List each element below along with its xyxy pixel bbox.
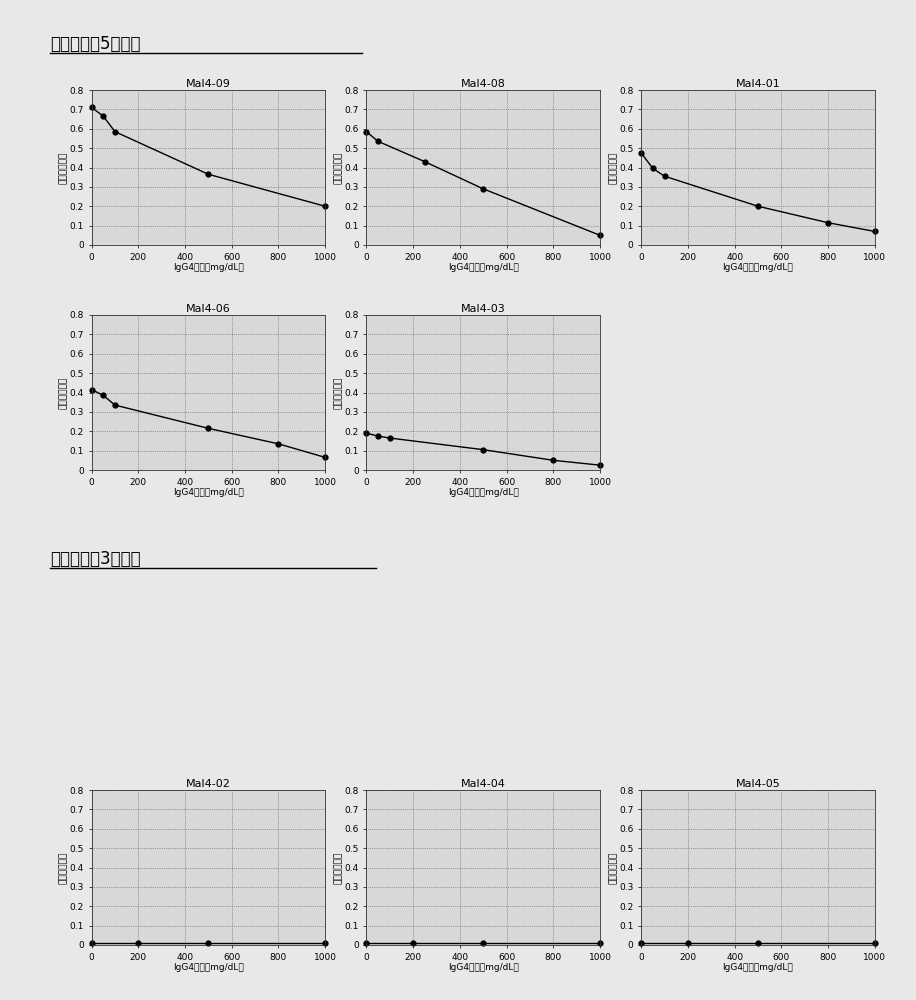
Title: Mal4-01: Mal4-01 <box>736 79 780 89</box>
Y-axis label: 吸光度变化量: 吸光度变化量 <box>609 851 617 884</box>
Text: 无适应性（3克隆）: 无适应性（3克隆） <box>50 550 141 568</box>
Y-axis label: 吸光度变化量: 吸光度变化量 <box>334 851 343 884</box>
Title: Mal4-06: Mal4-06 <box>186 304 231 314</box>
X-axis label: IgG4浓度（mg/dL）: IgG4浓度（mg/dL） <box>173 488 244 497</box>
Title: Mal4-08: Mal4-08 <box>461 79 506 89</box>
Title: Mal4-03: Mal4-03 <box>461 304 506 314</box>
Text: 有适应性（5克隆）: 有适应性（5克隆） <box>50 35 141 53</box>
Y-axis label: 吸光度变化量: 吸光度变化量 <box>334 376 343 409</box>
Title: Mal4-02: Mal4-02 <box>186 779 231 789</box>
X-axis label: IgG4浓度（mg/dL）: IgG4浓度（mg/dL） <box>448 963 518 972</box>
X-axis label: IgG4浓度（mg/dL）: IgG4浓度（mg/dL） <box>173 263 244 272</box>
Y-axis label: 吸光度变化量: 吸光度变化量 <box>60 376 68 409</box>
Title: Mal4-04: Mal4-04 <box>461 779 506 789</box>
X-axis label: IgG4浓度（mg/dL）: IgG4浓度（mg/dL） <box>723 263 793 272</box>
Y-axis label: 吸光度变化量: 吸光度变化量 <box>334 151 343 184</box>
Y-axis label: 吸光度变化量: 吸光度变化量 <box>60 851 68 884</box>
X-axis label: IgG4浓度（mg/dL）: IgG4浓度（mg/dL） <box>723 963 793 972</box>
Title: Mal4-05: Mal4-05 <box>736 779 780 789</box>
Y-axis label: 吸光度变化量: 吸光度变化量 <box>60 151 68 184</box>
X-axis label: IgG4浓度（mg/dL）: IgG4浓度（mg/dL） <box>448 263 518 272</box>
X-axis label: IgG4浓度（mg/dL）: IgG4浓度（mg/dL） <box>173 963 244 972</box>
Y-axis label: 吸光度变化量: 吸光度变化量 <box>609 151 617 184</box>
X-axis label: IgG4浓度（mg/dL）: IgG4浓度（mg/dL） <box>448 488 518 497</box>
Title: Mal4-09: Mal4-09 <box>186 79 231 89</box>
